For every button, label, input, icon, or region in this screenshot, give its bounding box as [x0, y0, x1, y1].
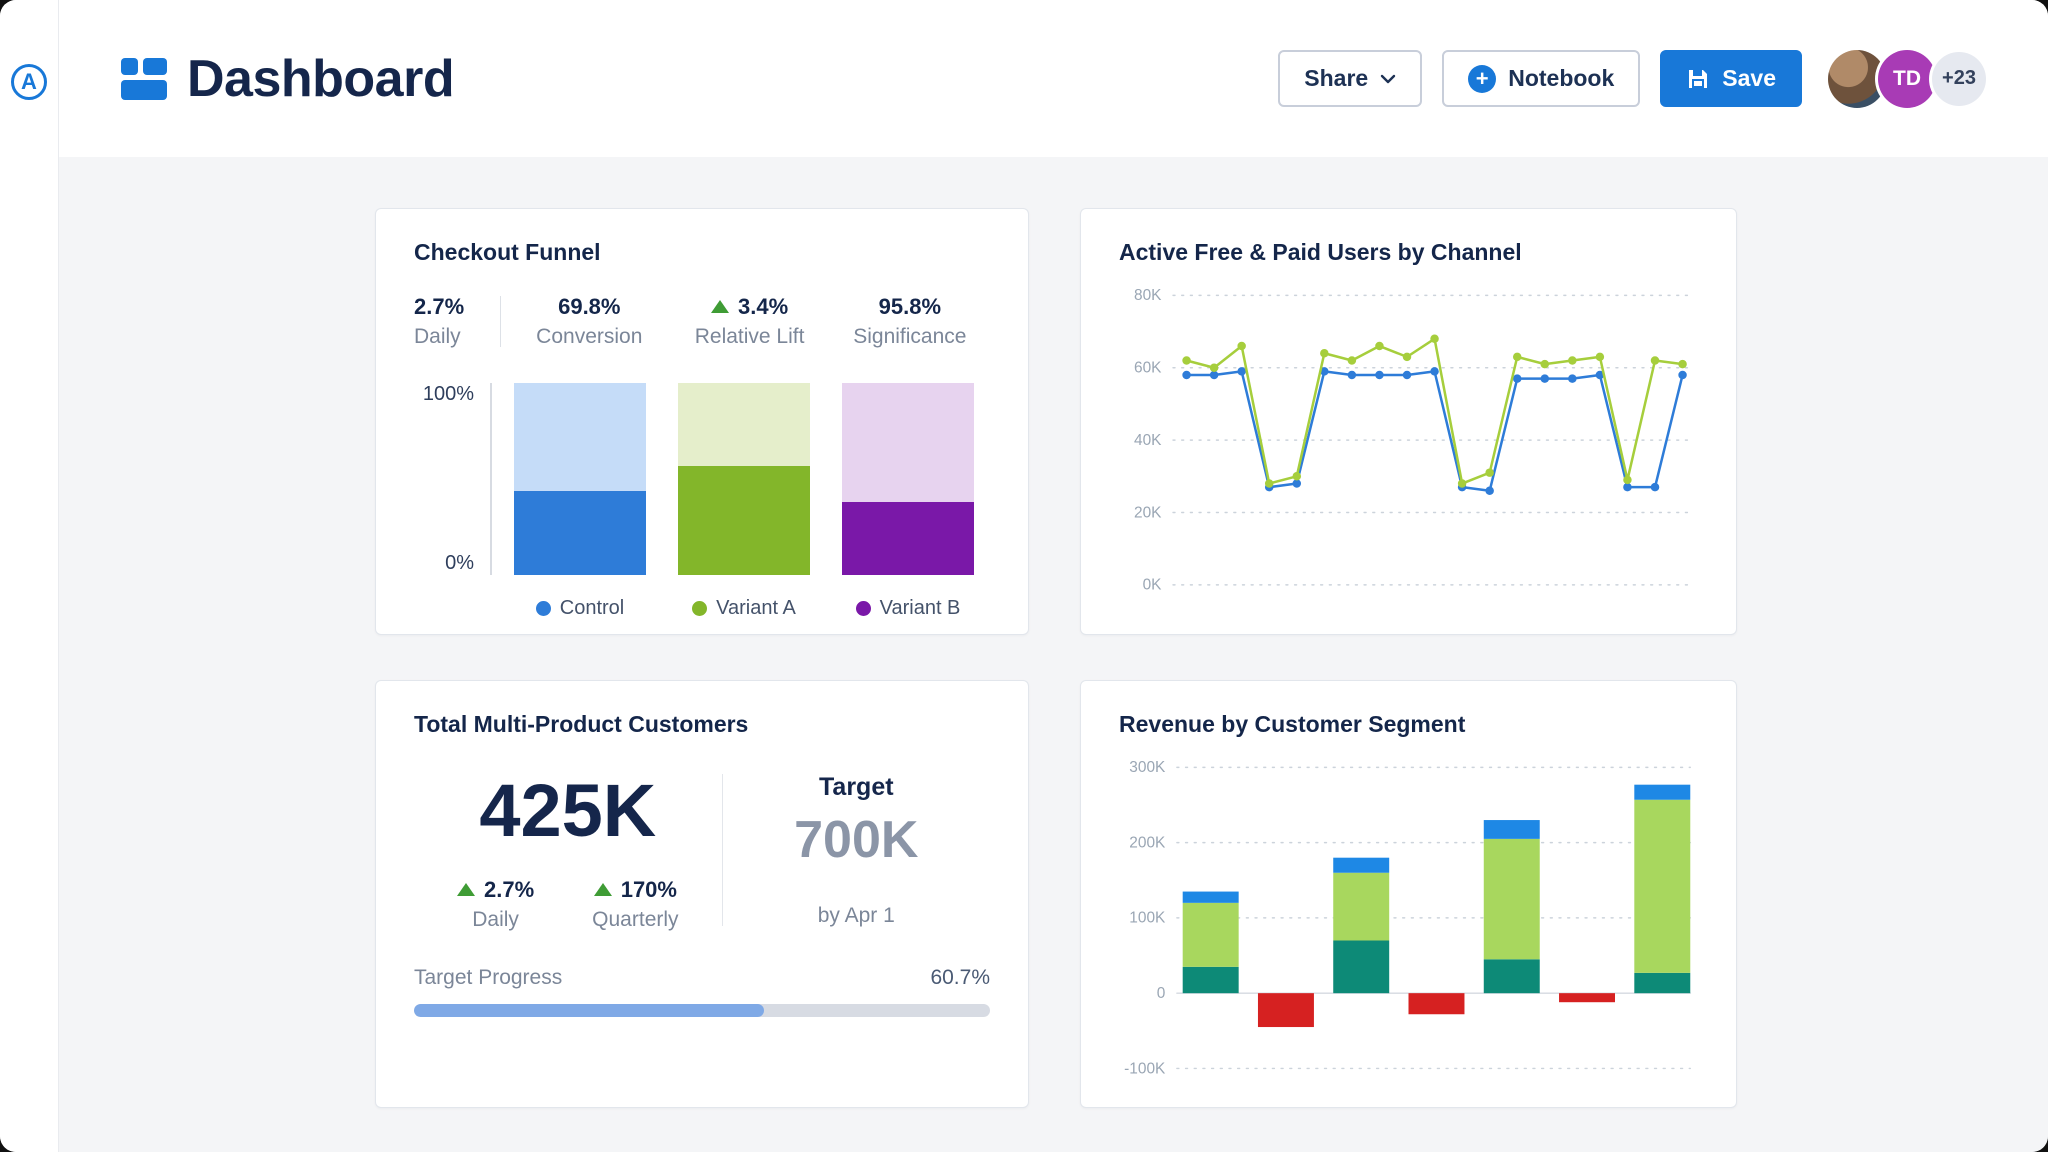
trend-up-icon [711, 300, 729, 313]
kpi-target: Target 700K by Apr 1 [723, 768, 990, 932]
avatar-initials-text: TD [1893, 66, 1921, 90]
funnel-chart[interactable]: 100% 0% Control Variant A Variant B [414, 383, 990, 620]
target-due-date: by Apr 1 [817, 903, 895, 927]
svg-text:0K: 0K [1143, 577, 1163, 594]
svg-text:20K: 20K [1134, 504, 1162, 521]
svg-text:80K: 80K [1134, 287, 1162, 304]
legend-label: Control [559, 597, 625, 619]
target-progress-fill [414, 1004, 764, 1017]
svg-text:40K: 40K [1134, 432, 1162, 449]
target-progress-value: 60.7% [930, 966, 990, 989]
funnel-bar-fill [842, 502, 974, 575]
legend-dot-icon [855, 601, 871, 616]
trend-up-icon [457, 883, 476, 896]
avatar-overflow-badge[interactable]: +23 [1932, 51, 1986, 106]
funnel-bar-group: Control [514, 383, 646, 620]
card-title: Active Free & Paid Users by Channel [1119, 239, 1522, 265]
legend-label: Variant B [879, 597, 961, 619]
stat-conversion: 69.8% Conversion [536, 294, 643, 348]
save-icon [1689, 69, 1708, 88]
stat-divider [500, 296, 502, 347]
notebook-label: Notebook [1508, 65, 1615, 91]
kpi-trend-stats: 2.7% Daily 170% Quarterly [457, 877, 679, 932]
stat-daily: 2.7% Daily [414, 294, 465, 348]
kpi-divider [721, 774, 723, 926]
funnel-bar-fill [514, 490, 646, 575]
target-progress-row: Target Progress 60.7% [414, 966, 990, 990]
logo-letter: A [21, 69, 37, 94]
channel-line-chart[interactable]: 80K 60K 40K 20K 0K [1119, 278, 1698, 602]
kpi-stat-daily: 2.7% Daily [457, 877, 534, 932]
notebook-button[interactable]: + Notebook [1442, 50, 1641, 107]
kpi-current: 425K 2.7% Daily 170% Quarterly [414, 768, 722, 932]
legend-dot-icon [535, 601, 551, 616]
amplitude-logo-icon[interactable]: A [11, 64, 47, 100]
card-title: Revenue by Customer Segment [1119, 711, 1466, 737]
svg-text:0: 0 [1157, 985, 1166, 1002]
funnel-bar[interactable] [514, 383, 646, 575]
card-total-multi-product-customers[interactable]: Total Multi-Product Customers 425K 2.7% … [375, 680, 1029, 1108]
card-title: Total Multi-Product Customers [414, 711, 749, 737]
card-checkout-funnel[interactable]: Checkout Funnel 2.7% Daily 69.8% Convers… [375, 208, 1029, 635]
save-button[interactable]: Save [1660, 50, 1802, 107]
target-value: 700K [794, 810, 919, 869]
page-title: Dashboard [187, 49, 455, 108]
trend-up-icon [593, 883, 612, 896]
header: Dashboard Share + Notebook Save [59, 0, 2048, 157]
brand: Dashboard [121, 49, 455, 109]
dashboard-logo-icon [121, 56, 167, 102]
funnel-bar-group: Variant B [842, 383, 974, 620]
share-button[interactable]: Share [1278, 50, 1423, 107]
chevron-down-icon [1381, 74, 1396, 83]
card-active-users-by-channel[interactable]: Active Free & Paid Users by Channel 80K 6… [1080, 208, 1737, 635]
funnel-plot: Control Variant A Variant B [492, 383, 990, 620]
target-label: Target [819, 772, 894, 801]
revenue-stacked-bar-chart[interactable]: 300K 200K 100K 0 -100K [1119, 750, 1698, 1090]
header-actions: Share + Notebook Save TD +23 [1278, 49, 1986, 108]
kpi-value: 425K [479, 769, 657, 852]
legend-item[interactable]: Variant B [842, 597, 974, 620]
legend-label: Variant A [716, 597, 796, 619]
funnel-stats-row: 2.7% Daily 69.8% Conversion 3.4% Relativ… [414, 294, 990, 349]
card-title: Checkout Funnel [414, 239, 601, 265]
svg-text:300K: 300K [1129, 759, 1166, 776]
svg-text:60K: 60K [1134, 360, 1162, 377]
y-axis-min-label: 0% [445, 552, 474, 574]
svg-text:-100K: -100K [1124, 1060, 1166, 1077]
svg-text:200K: 200K [1129, 834, 1166, 851]
share-label: Share [1304, 65, 1369, 91]
legend-item[interactable]: Variant A [678, 597, 810, 620]
legend-dot-icon [692, 601, 708, 616]
user-avatar-photo[interactable] [1828, 49, 1886, 108]
funnel-bar-group: Variant A [678, 383, 810, 620]
stat-significance: 95.8% Significance [853, 294, 967, 348]
y-axis-max-label: 100% [422, 383, 474, 405]
avatar-overflow-text: +23 [1942, 67, 1976, 89]
funnel-bar[interactable] [678, 383, 810, 575]
funnel-y-axis: 100% 0% [414, 383, 492, 575]
card-revenue-by-customer-segment[interactable]: Revenue by Customer Segment 300K 200K 100K… [1080, 680, 1737, 1108]
target-progress-label: Target Progress [414, 966, 563, 989]
funnel-bar[interactable] [842, 383, 974, 575]
kpi-body: 425K 2.7% Daily 170% Quarterly Ta [414, 768, 990, 932]
dashboard-canvas: Checkout Funnel 2.7% Daily 69.8% Convers… [59, 157, 2048, 1152]
svg-text:100K: 100K [1129, 910, 1166, 927]
kpi-stat-quarterly: 170% Quarterly [592, 877, 679, 931]
user-avatar-initials[interactable]: TD [1878, 49, 1936, 108]
target-progress-bar [414, 1004, 990, 1017]
funnel-bar-fill [678, 465, 810, 575]
left-rail: A [0, 0, 59, 1152]
plus-circle-icon: + [1468, 64, 1497, 93]
stat-relative-lift: 3.4% Relative Lift [694, 294, 805, 348]
avatar-group: TD +23 [1828, 49, 1986, 108]
save-label: Save [1722, 65, 1776, 91]
legend-item[interactable]: Control [514, 597, 646, 620]
